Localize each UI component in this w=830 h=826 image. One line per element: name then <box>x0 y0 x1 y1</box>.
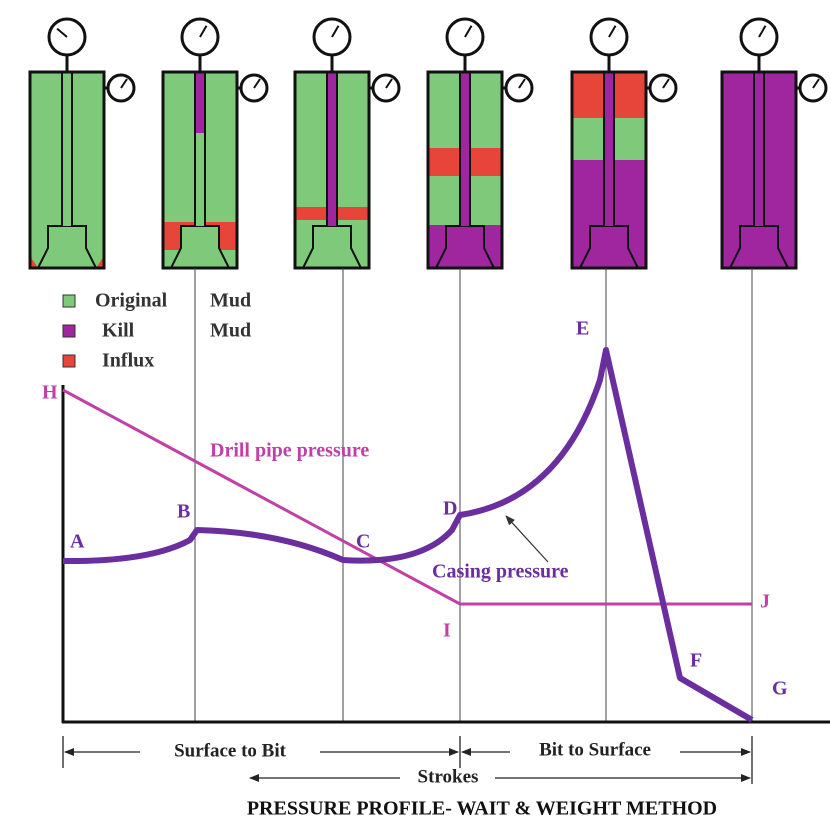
legend-swatch <box>63 325 75 337</box>
legend-label: Kill <box>102 320 135 342</box>
annotation-arrow <box>506 516 548 562</box>
point-label: E <box>576 318 589 340</box>
annotation: Casing pressure <box>432 561 569 583</box>
range-label: Surface to Bit <box>174 740 287 761</box>
point-label: B <box>177 501 190 523</box>
point-label: G <box>772 678 788 700</box>
guide-lines <box>195 268 752 722</box>
point-label: I <box>443 620 451 642</box>
well-schematics <box>30 19 826 268</box>
axis-label: Strokes <box>418 766 479 787</box>
annotation: Drill pipe pressure <box>210 440 369 462</box>
legend-label: Mud <box>210 320 251 342</box>
diagram: Original Mud Kill Mud Influx H A B C D E… <box>0 0 830 826</box>
range-label: Bit to Surface <box>539 739 651 760</box>
title: PRESSURE PROFILE- WAIT & WEIGHT METHOD <box>247 798 717 820</box>
point-label: H <box>42 382 58 404</box>
pipe-fill <box>62 72 72 226</box>
legend-swatch <box>63 355 75 367</box>
point-label: C <box>356 531 370 553</box>
legend-label: Mud <box>210 290 251 312</box>
legend-label: Original <box>95 290 168 312</box>
casing-line <box>63 350 752 720</box>
point-label: J <box>760 591 770 613</box>
pipe-fill <box>754 72 764 226</box>
drill-pipe-line <box>63 390 752 604</box>
legend-label: Influx <box>102 350 154 372</box>
pipe-fill <box>195 133 205 226</box>
point-label: A <box>70 531 85 553</box>
pipe-fill <box>327 72 337 226</box>
legend-swatch <box>63 295 75 307</box>
point-label: D <box>443 498 457 520</box>
point-label: F <box>690 650 702 672</box>
legend: Original Mud Kill Mud Influx <box>63 290 251 372</box>
pipe-fill <box>460 72 470 226</box>
pipe-fill <box>195 72 205 133</box>
pipe-fill <box>604 72 614 226</box>
